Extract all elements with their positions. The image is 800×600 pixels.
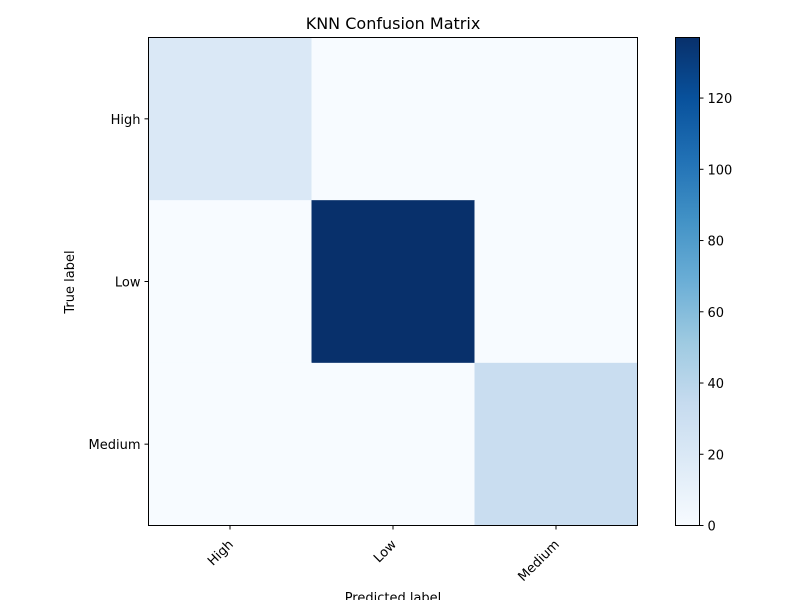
chart-title: KNN Confusion Matrix <box>306 14 481 33</box>
y-tick-label: Medium <box>89 438 141 453</box>
colorbar-tick-label: 120 <box>708 92 733 107</box>
heatmap-cell <box>148 362 312 526</box>
y-axis-label: True label <box>63 250 78 314</box>
heatmap-cell <box>474 37 638 201</box>
y-axis-ticks: High Low Medium <box>89 113 149 453</box>
colorbar-tick-label: 20 <box>708 448 725 463</box>
colorbar-tick-label: 80 <box>708 235 725 250</box>
y-tick-label: Low <box>115 276 141 291</box>
heatmap-cell <box>311 200 475 364</box>
colorbar-ticks: 0 20 40 60 80 100 120 <box>699 92 733 535</box>
x-tick-label: High <box>205 537 237 569</box>
colorbar-tick-label: 0 <box>708 520 716 535</box>
x-tick-label: Medium <box>515 537 562 584</box>
heatmap-cell <box>474 200 638 364</box>
heatmap-cell <box>148 200 312 364</box>
colorbar-tick-label: 100 <box>708 163 733 178</box>
heatmap-cell <box>148 37 312 201</box>
colorbar-tick-label: 40 <box>708 377 725 392</box>
colorbar-tick-label: 60 <box>708 306 725 321</box>
heatmap-cell <box>474 362 638 526</box>
heatmap-cell <box>311 362 475 526</box>
heatmap-cell <box>311 37 475 201</box>
colorbar <box>675 37 700 526</box>
y-tick-label: High <box>111 113 141 128</box>
x-tick-label: Low <box>371 537 400 566</box>
heatmap-cells <box>148 37 638 526</box>
x-axis-ticks: High Low Medium <box>205 525 563 585</box>
x-axis-label: Predicted label <box>345 591 442 600</box>
